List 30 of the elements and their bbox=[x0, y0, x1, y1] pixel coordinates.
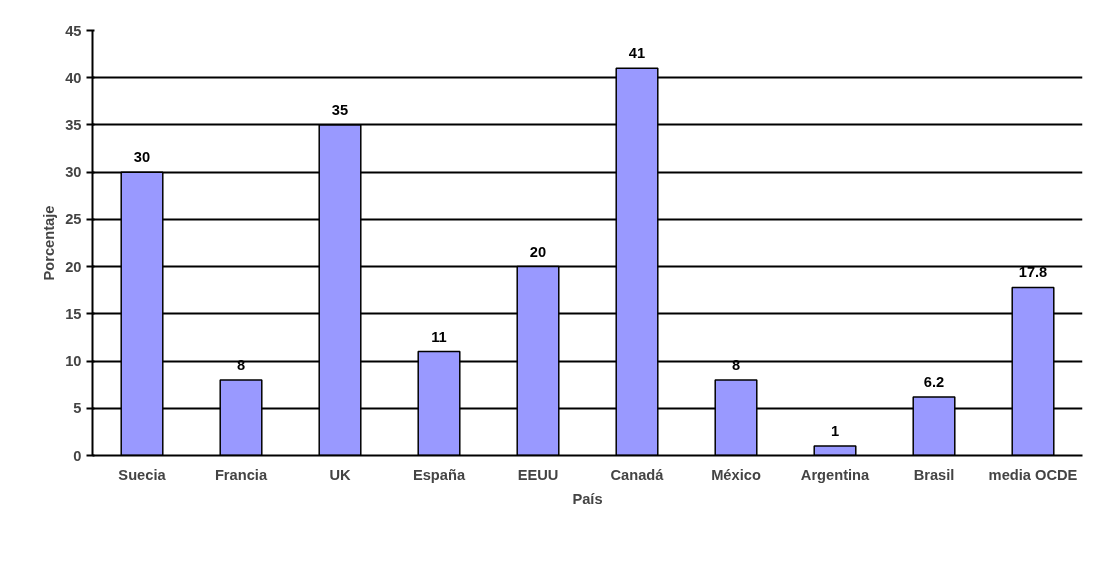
data-label: 35 bbox=[331, 101, 349, 118]
x-tick-label: media OCDE bbox=[988, 466, 1078, 483]
x-tick-label: México bbox=[711, 466, 761, 483]
data-label: 1 bbox=[830, 423, 840, 440]
y-tick-label: 25 bbox=[65, 211, 82, 228]
data-label: 41 bbox=[628, 45, 646, 62]
data-label: 30 bbox=[133, 149, 151, 166]
y-axis-title: Porcentaje bbox=[41, 205, 58, 281]
x-tick-label: Brasil bbox=[913, 466, 955, 483]
y-tick-label: 35 bbox=[65, 116, 82, 133]
x-tick-label: Suecia bbox=[118, 466, 167, 483]
x-tick-label: Canadá bbox=[610, 466, 665, 483]
y-tick-label: 10 bbox=[65, 353, 82, 370]
x-tick-label: Argentina bbox=[800, 466, 871, 483]
y-tick-label: 30 bbox=[65, 164, 82, 181]
x-tick-label: UK bbox=[329, 466, 351, 483]
data-label: 17.8 bbox=[1018, 264, 1048, 281]
x-axis-title: País bbox=[572, 490, 603, 507]
y-tick-label: 5 bbox=[73, 400, 82, 417]
x-tick-label: EEUU bbox=[517, 466, 559, 483]
x-tick-label: España bbox=[412, 466, 466, 483]
x-tick-label: Francia bbox=[214, 466, 268, 483]
data-label: 11 bbox=[431, 328, 447, 345]
data-label: 6.2 bbox=[923, 373, 945, 390]
y-tick-label: 45 bbox=[65, 22, 82, 39]
y-tick-label: 15 bbox=[65, 305, 82, 322]
y-tick-label: 20 bbox=[65, 258, 82, 275]
data-label: 20 bbox=[529, 243, 547, 260]
y-tick-label: 40 bbox=[65, 69, 82, 86]
y-tick-label: 0 bbox=[73, 447, 82, 464]
